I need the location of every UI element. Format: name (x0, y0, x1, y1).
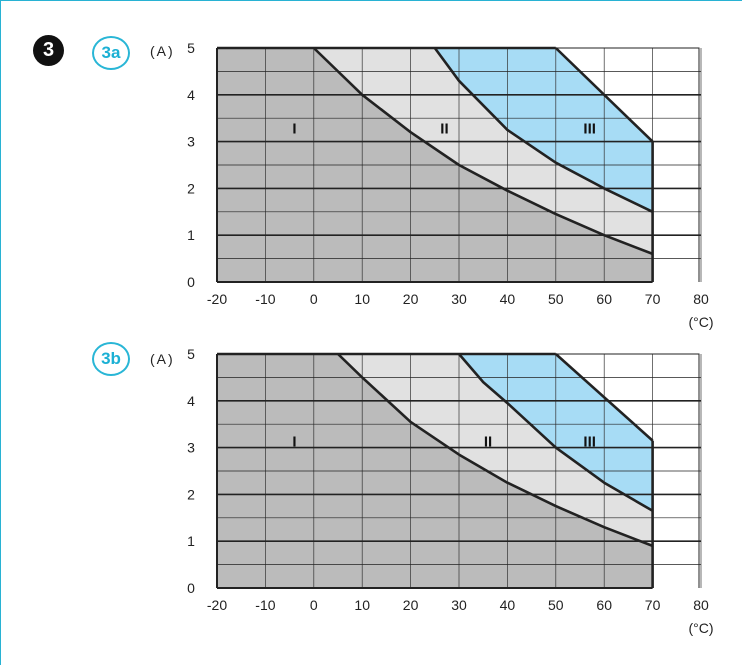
x-tick-label: -10 (255, 597, 275, 613)
x-tick-label: 0 (310, 597, 318, 613)
figure-3a-badge: 3a (92, 36, 130, 70)
y-tick-label: 3 (187, 440, 195, 456)
x-tick-label: 50 (548, 597, 564, 613)
x-tick-label: 80 (693, 291, 709, 307)
x-tick-label: -20 (207, 597, 227, 613)
x-tick-label: 40 (500, 597, 516, 613)
y-tick-label: 1 (187, 227, 195, 243)
zone-I-label: I (292, 121, 296, 138)
figure-3b-badge: 3b (92, 342, 130, 376)
x-tick-label: 50 (548, 291, 564, 307)
y-tick-label: 0 (187, 274, 195, 290)
zone-I-boundary-3b (337, 353, 654, 548)
x-tick-label: 80 (693, 597, 709, 613)
x-tick-label: -20 (207, 291, 227, 307)
zone-III-boundary-3a (554, 47, 654, 143)
y-tick-label: 1 (187, 533, 195, 549)
x-tick-label: 20 (403, 597, 419, 613)
grid-3b (217, 354, 702, 588)
x-tick-label: 0 (310, 291, 318, 307)
x-axis-unit-label: (°C) (688, 620, 713, 636)
x-tick-label: 70 (645, 291, 661, 307)
zone-III-boundary-3b (554, 353, 654, 442)
zone-II-boundary-3a (433, 47, 654, 213)
zone-I-label: I (292, 434, 296, 451)
y-tick-label: 4 (187, 393, 195, 409)
x-tick-label: 70 (645, 597, 661, 613)
zone-II-boundary-3b (458, 353, 654, 512)
y-tick-label: 2 (187, 486, 195, 502)
zone-I-boundary-3a (312, 47, 654, 256)
x-axis-unit-label: (°C) (688, 314, 713, 330)
x-tick-label: 30 (451, 291, 467, 307)
x-tick-label: 20 (403, 291, 419, 307)
y-tick-label: 2 (187, 180, 195, 196)
chart-3b-y-unit: (A) (150, 351, 175, 367)
x-tick-label: -10 (255, 291, 275, 307)
y-tick-label: 4 (187, 87, 195, 103)
x-tick-label: 10 (354, 597, 370, 613)
x-tick-label: 60 (596, 597, 612, 613)
x-tick-label: 40 (500, 291, 516, 307)
x-tick-label: 60 (596, 291, 612, 307)
y-tick-label: 5 (187, 40, 195, 56)
step-number-badge: 3 (33, 35, 64, 66)
zone-III-label: III (583, 121, 596, 138)
chart-3a-y-unit: (A) (150, 43, 175, 59)
x-tick-label: 30 (451, 597, 467, 613)
y-tick-label: 5 (187, 346, 195, 362)
y-tick-label: 3 (187, 134, 195, 150)
zone-II-label: II (484, 434, 492, 451)
grid-3a (217, 48, 702, 282)
zone-II-label: II (440, 121, 448, 138)
zone-III-label: III (583, 434, 596, 451)
x-tick-label: 10 (354, 291, 370, 307)
y-tick-label: 0 (187, 580, 195, 596)
